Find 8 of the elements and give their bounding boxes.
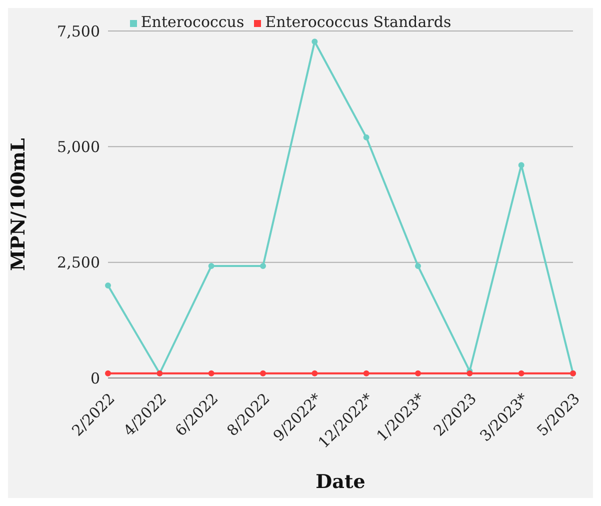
legend-label: Enterococcus Standards — [265, 13, 452, 31]
y-tick-label: 5,000 — [57, 138, 100, 156]
x-axis-title: Date — [316, 471, 366, 493]
legend-label: Enterococcus — [140, 13, 244, 31]
y-tick-label: 2,500 — [57, 254, 100, 272]
y-axis-title: MPN/100mL — [8, 138, 30, 271]
y-tick-label: 7,500 — [57, 22, 100, 40]
y-tick-label: 0 — [90, 369, 100, 388]
